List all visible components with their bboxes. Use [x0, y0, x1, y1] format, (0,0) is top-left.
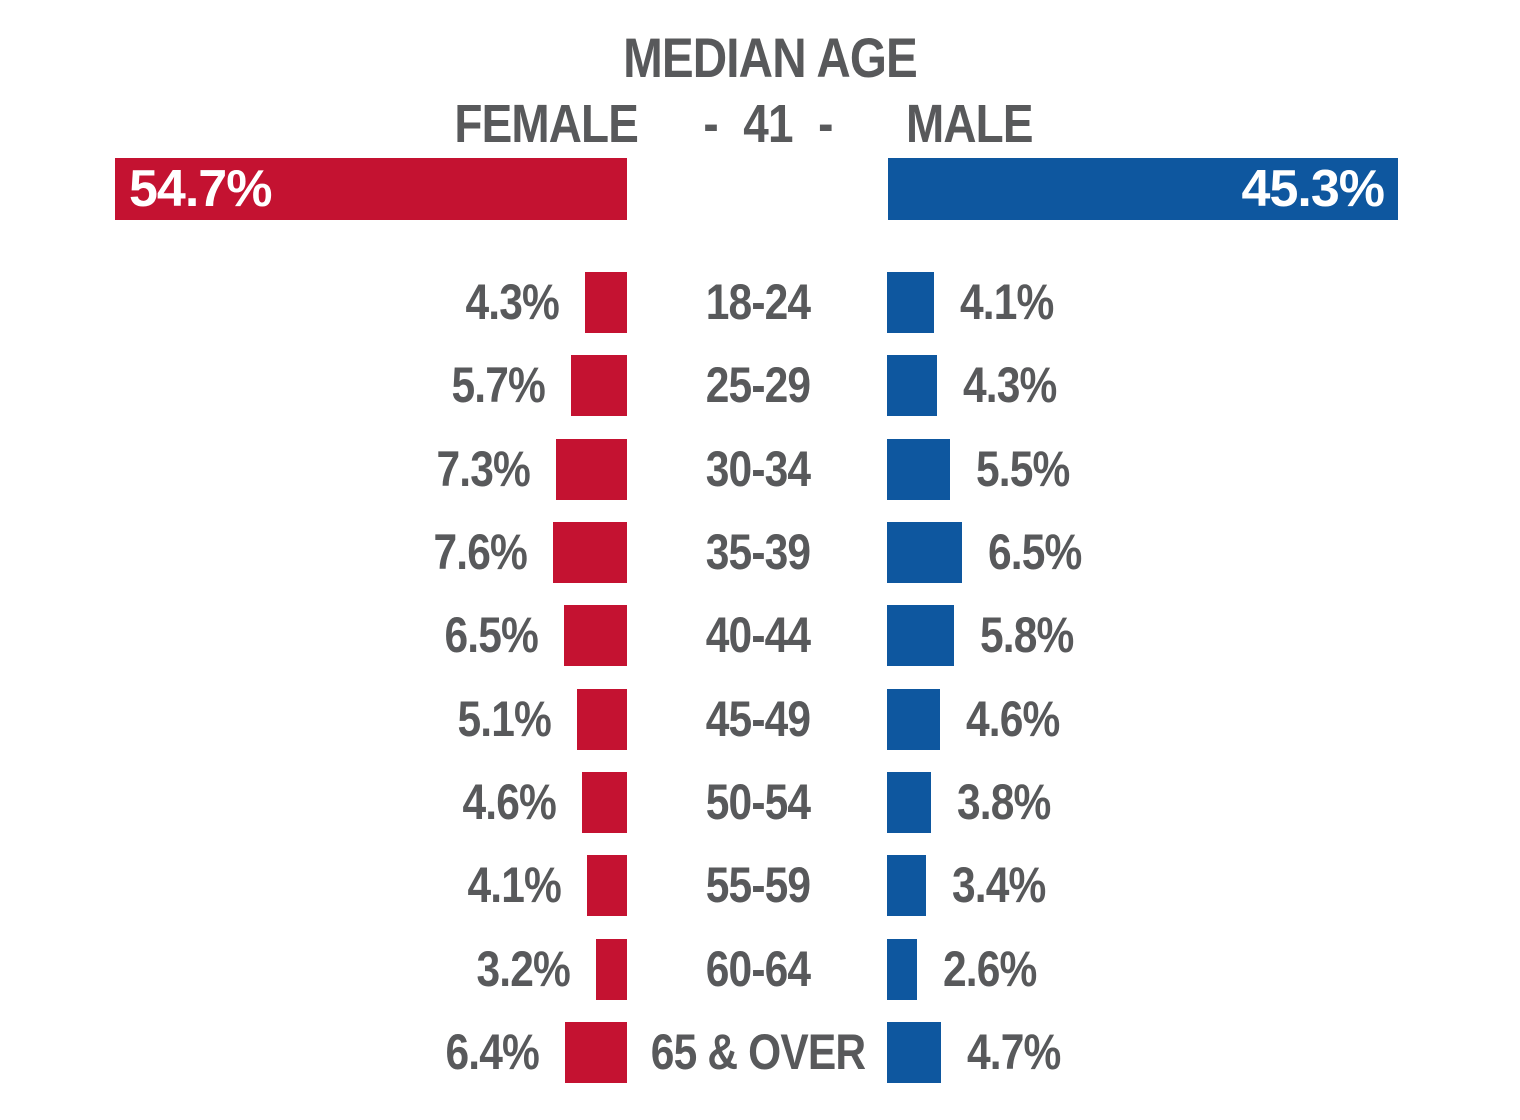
male-bar [887, 522, 962, 583]
age-row: 5.7% 25-29 4.3% [0, 355, 1520, 416]
age-group-label: 45-49 [705, 691, 811, 747]
male-bar [887, 689, 940, 750]
female-bar [556, 439, 627, 500]
female-total-percent: 54.7% [129, 160, 272, 218]
male-percent-label: 5.8% [980, 607, 1074, 663]
male-bar [887, 355, 937, 416]
female-percent-label: 4.6% [462, 774, 557, 830]
male-bar [887, 605, 954, 666]
age-row: 6.5% 40-44 5.8% [0, 605, 1520, 666]
male-total-bar: 45.3% [888, 158, 1398, 220]
age-group-label: 40-44 [705, 607, 811, 663]
age-row: 4.6% 50-54 3.8% [0, 772, 1520, 833]
male-percent-label: 5.5% [976, 441, 1070, 497]
male-bar [887, 272, 934, 333]
age-group-label: 30-34 [705, 441, 811, 497]
female-percent-label: 6.5% [444, 607, 539, 663]
age-group-label: 50-54 [705, 774, 811, 830]
female-bar [587, 855, 627, 916]
male-bar [887, 855, 926, 916]
female-percent-label: 7.6% [433, 524, 528, 580]
female-total-bar: 54.7% [115, 158, 627, 220]
age-row: 3.2% 60-64 2.6% [0, 939, 1520, 1000]
age-group-label: 55-59 [705, 857, 811, 913]
female-bar [585, 272, 627, 333]
age-group-label: 25-29 [705, 357, 811, 413]
female-bar [577, 689, 627, 750]
female-percent-label: 3.2% [476, 941, 571, 997]
male-percent-label: 4.1% [960, 274, 1054, 330]
male-bar [887, 439, 950, 500]
male-percent-label: 3.8% [957, 774, 1051, 830]
male-percent-label: 4.6% [966, 691, 1060, 747]
chart-title: MEDIAN AGE [623, 26, 918, 89]
male-percent-label: 6.5% [988, 524, 1082, 580]
female-percent-label: 6.4% [445, 1024, 540, 1080]
age-row: 7.6% 35-39 6.5% [0, 522, 1520, 583]
female-percent-label: 4.3% [465, 274, 560, 330]
male-bar [887, 772, 931, 833]
female-percent-label: 7.3% [436, 441, 531, 497]
male-percent-label: 4.7% [967, 1024, 1061, 1080]
female-bar [553, 522, 627, 583]
age-row: 5.1% 45-49 4.6% [0, 689, 1520, 750]
male-bar [887, 939, 917, 1000]
age-group-label: 18-24 [705, 274, 811, 330]
female-bar [571, 355, 627, 416]
female-bar [564, 605, 627, 666]
median-age-value: - 41 - [703, 94, 833, 154]
female-column-header: FEMALE [454, 94, 638, 154]
male-percent-label: 3.4% [952, 857, 1046, 913]
age-row: 7.3% 30-34 5.5% [0, 439, 1520, 500]
female-bar [565, 1022, 627, 1083]
female-percent-label: 5.7% [451, 357, 546, 413]
female-bar [596, 939, 627, 1000]
age-row: 6.4% 65 & OVER 4.7% [0, 1022, 1520, 1083]
male-total-percent: 45.3% [1241, 160, 1385, 218]
female-percent-label: 4.1% [467, 857, 562, 913]
male-percent-label: 2.6% [943, 941, 1037, 997]
female-percent-label: 5.1% [457, 691, 552, 747]
male-percent-label: 4.3% [963, 357, 1057, 413]
age-group-label: 35-39 [705, 524, 811, 580]
age-row: 4.1% 55-59 3.4% [0, 855, 1520, 916]
male-bar [887, 1022, 941, 1083]
age-group-label: 60-64 [705, 941, 811, 997]
age-group-label: 65 & OVER [650, 1024, 866, 1080]
age-row: 4.3% 18-24 4.1% [0, 272, 1520, 333]
female-bar [582, 772, 627, 833]
male-column-header: MALE [906, 94, 1033, 154]
